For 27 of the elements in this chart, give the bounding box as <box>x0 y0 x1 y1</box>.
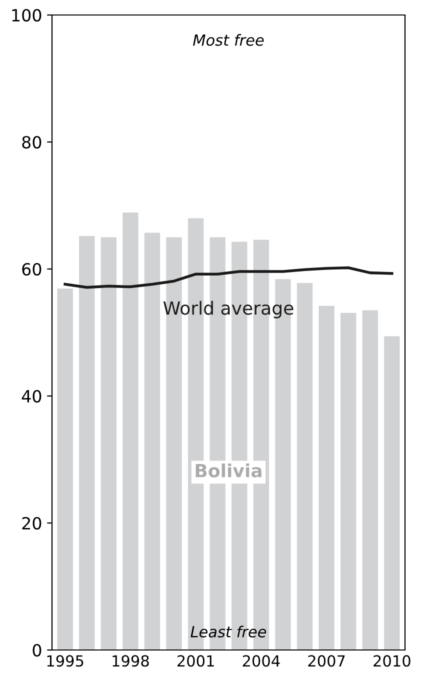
bar <box>144 232 160 650</box>
bar <box>122 212 138 650</box>
y-tick-label: 20 <box>22 516 42 530</box>
bar <box>79 236 95 650</box>
x-tick-label: 2001 <box>177 655 214 667</box>
x-tick-label: 1998 <box>112 655 149 667</box>
annotation: Least free <box>190 626 266 638</box>
y-tick-label: 80 <box>22 136 42 149</box>
bar <box>100 237 116 650</box>
x-tick-label: 2004 <box>242 655 280 667</box>
y-tick-label: 40 <box>22 390 42 403</box>
bar <box>362 310 378 650</box>
bar <box>57 288 73 650</box>
y-tick-label: 60 <box>22 262 42 276</box>
bar <box>296 282 313 650</box>
y-tick-label: 0 <box>32 644 42 657</box>
x-tick-label: 2010 <box>374 655 410 667</box>
annotation: Most free <box>193 34 264 46</box>
series-label: World average <box>163 300 294 318</box>
bar <box>318 306 334 650</box>
bar <box>384 336 400 650</box>
series-label: Bolivia <box>196 463 262 478</box>
bar <box>340 312 356 650</box>
x-tick-label: 2007 <box>308 655 345 667</box>
line-series <box>64 266 394 289</box>
x-tick-label: 1995 <box>47 655 84 667</box>
y-tick-label: 100 <box>12 8 42 22</box>
